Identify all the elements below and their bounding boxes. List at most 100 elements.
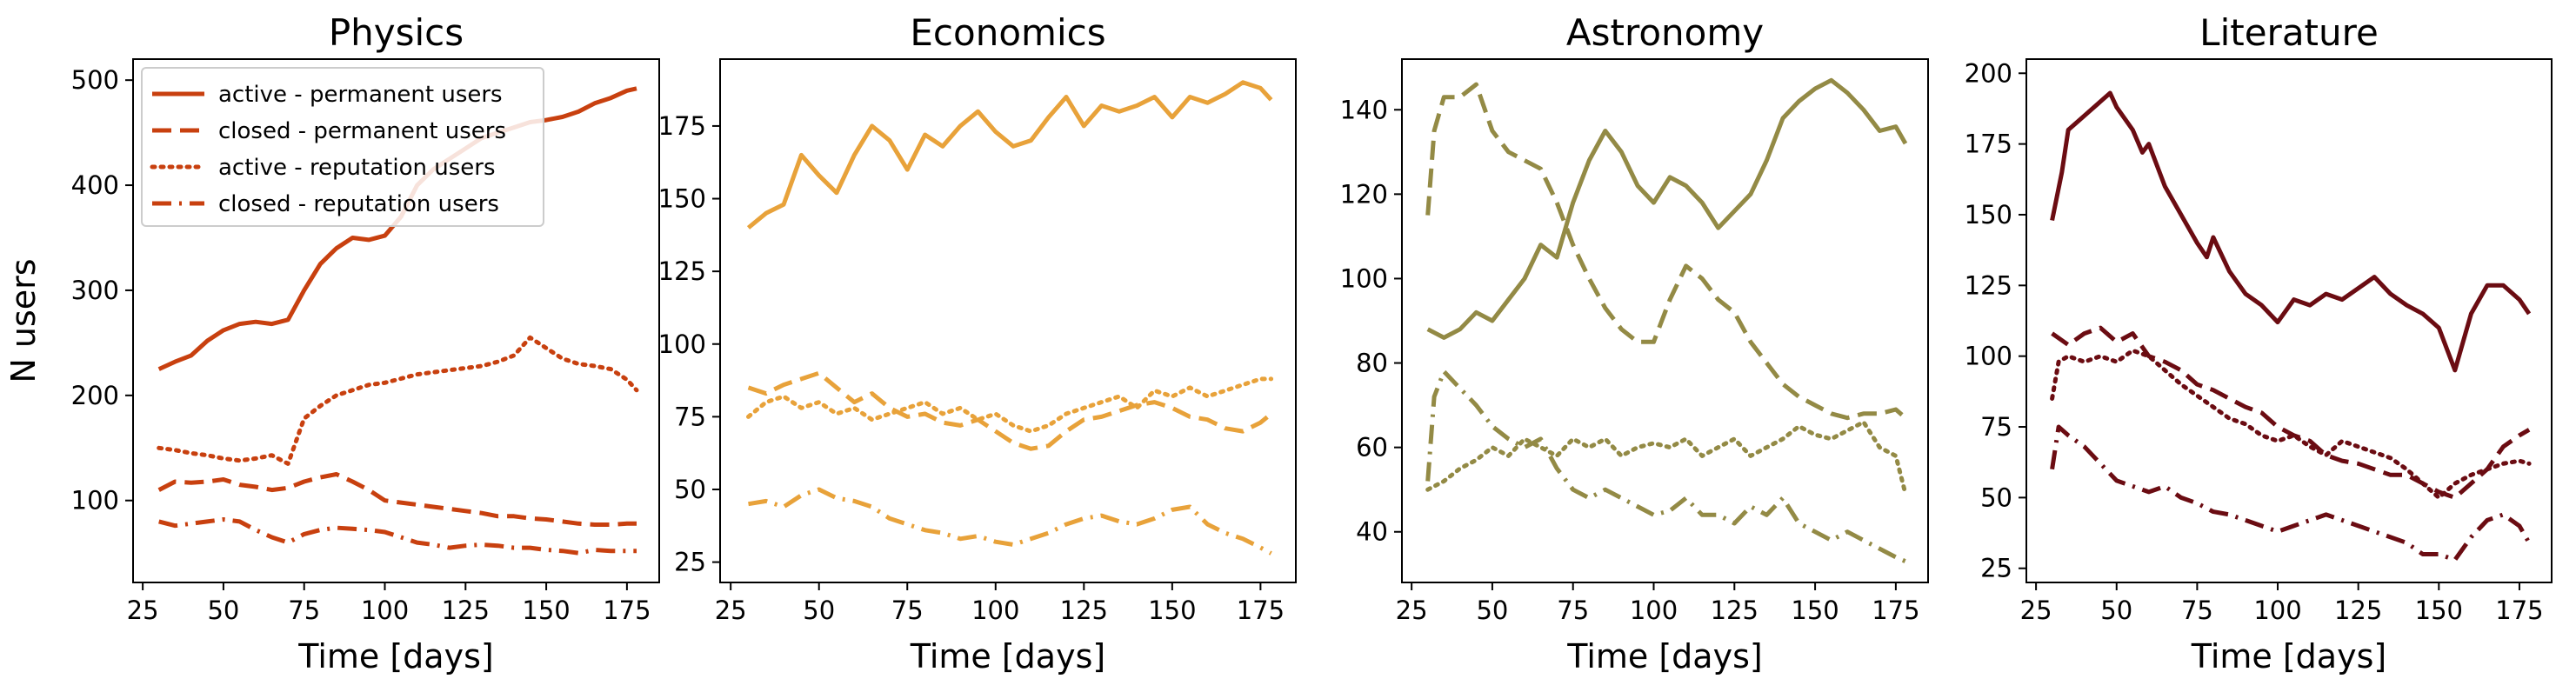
x-tick-label: 175	[1237, 596, 1285, 625]
panel-title: Physics	[329, 11, 464, 54]
x-tick-label: 75	[1557, 596, 1589, 625]
series-line-dashdot	[2050, 424, 2532, 562]
y-tick-label: 140	[1340, 95, 1388, 124]
series-group	[1425, 77, 1908, 563]
x-tick-label: 100	[361, 596, 409, 625]
series-line-dashdot	[1425, 369, 1906, 563]
x-tick-label: 75	[891, 596, 924, 625]
series-line-dashed	[747, 370, 1273, 451]
legend-entry: closed - permanent users	[152, 118, 506, 144]
x-tick-label: 25	[127, 596, 159, 625]
y-tick-label: 175	[658, 111, 706, 141]
series-line-dashed	[2051, 325, 2531, 500]
series-line-dotted	[746, 376, 1274, 434]
y-tick-label: 300	[71, 276, 119, 305]
legend-entry: active - reputation users	[150, 155, 496, 181]
series-line-dashed	[157, 472, 637, 527]
x-tick-label: 50	[2100, 596, 2132, 625]
x-axis-label: Time [days]	[297, 637, 493, 675]
panel-economics: Economics Time [days] 25 50 75 100 125 150 175…	[658, 11, 1297, 675]
x-axis-label: Time [days]	[1566, 637, 1762, 675]
y-tick-label: 125	[658, 256, 706, 286]
series-line-solid	[2050, 90, 2532, 373]
x-tick-label: 75	[2181, 596, 2213, 625]
y-tick-label: 50	[674, 475, 706, 504]
y-tick-label: 25	[674, 548, 706, 577]
series-line-dashdot	[158, 517, 637, 556]
y-tick-label: 200	[71, 381, 119, 410]
y-tick-label: 50	[1980, 482, 2012, 512]
y-tick-label: 150	[1965, 200, 2012, 230]
x-tick-label: 150	[1791, 596, 1839, 625]
x-tick-label: 25	[1396, 596, 1428, 625]
panel-literature: Literature Time [days] 25 50 75 100 125 150 17…	[1965, 11, 2553, 675]
y-tick-label: 75	[674, 402, 706, 431]
axes-frame	[1401, 58, 1929, 583]
x-axis-label: Time [days]	[2191, 637, 2386, 675]
x-axis-label: Time [days]	[910, 637, 1105, 675]
x-tick-label: 50	[1476, 596, 1508, 625]
legend: active - permanent users closed - perman…	[141, 67, 544, 227]
series-line-dotted	[1425, 420, 1908, 496]
x-tick-label: 150	[1148, 596, 1196, 625]
x-tick-label: 175	[1872, 596, 1919, 625]
axes-frame	[2025, 58, 2553, 583]
legend-entry: closed - reputation users	[152, 191, 499, 217]
y-tick-label: 40	[1356, 517, 1388, 547]
y-tick-label: 100	[1965, 342, 2012, 371]
y-tick-label: 200	[1965, 58, 2012, 88]
axes-frame	[132, 58, 660, 583]
y-tick-label: 400	[71, 170, 119, 200]
y-tick-label: 120	[1340, 179, 1388, 209]
x-tick-label: 175	[603, 596, 651, 625]
x-tick-label: 100	[971, 596, 1019, 625]
x-tick-label: 25	[715, 596, 747, 625]
series-line-dashdot	[748, 487, 1272, 556]
x-tick-label: 175	[2495, 596, 2543, 625]
x-tick-label: 125	[1060, 596, 1108, 625]
legend-entry: active - permanent users	[152, 82, 503, 108]
x-tick-label: 50	[803, 596, 835, 625]
y-tick-label: 100	[71, 486, 119, 516]
y-tick-label: 80	[1356, 349, 1388, 378]
y-tick-label: 100	[658, 329, 706, 359]
series-group	[2050, 90, 2532, 562]
axes-frame	[719, 58, 1297, 583]
series-line-dashed	[1425, 82, 1907, 421]
panel-astronomy: Astronomy Time [days] 25 50 75 100 125 150 175…	[1340, 11, 1929, 675]
series-group	[746, 80, 1274, 556]
x-tick-label: 125	[1711, 596, 1758, 625]
panel-title: Economics	[910, 11, 1105, 54]
svg-text:closed - reputation users: closed - reputation users	[218, 191, 499, 217]
x-tick-label: 25	[2020, 596, 2052, 625]
x-tick-label: 150	[522, 596, 570, 625]
series-line-solid	[746, 80, 1273, 230]
x-tick-label: 100	[2253, 596, 2301, 625]
series-line-solid	[1426, 77, 1908, 340]
y-tick-label: 150	[658, 184, 706, 214]
y-tick-label: 60	[1356, 433, 1388, 462]
y-tick-label: 500	[71, 65, 119, 95]
legend-box	[141, 67, 544, 227]
x-tick-label: 150	[2415, 596, 2463, 625]
svg-text:closed - permanent users: closed - permanent users	[218, 118, 506, 144]
panel-physics: Physics Time [days] N users 25 50 75 100 125…	[4, 11, 660, 675]
panel-title: Literature	[2199, 11, 2379, 54]
x-tick-label: 125	[442, 596, 490, 625]
y-tick-label: 175	[1965, 130, 2012, 159]
y-axis-label: N users	[4, 258, 43, 383]
y-tick-label: 25	[1980, 554, 2012, 583]
x-tick-label: 50	[207, 596, 239, 625]
svg-text:active - permanent users: active - permanent users	[218, 82, 503, 108]
y-tick-label: 75	[1980, 412, 2012, 442]
svg-text:active - reputation users: active - reputation users	[218, 155, 496, 181]
series-line-dotted	[157, 335, 639, 466]
x-tick-label: 75	[288, 596, 320, 625]
y-tick-label: 100	[1340, 263, 1388, 293]
x-tick-label: 125	[2334, 596, 2382, 625]
panel-title: Astronomy	[1566, 11, 1764, 54]
y-tick-label: 125	[1965, 270, 2012, 300]
x-tick-label: 100	[1630, 596, 1678, 625]
series-line-dotted	[2050, 348, 2532, 500]
